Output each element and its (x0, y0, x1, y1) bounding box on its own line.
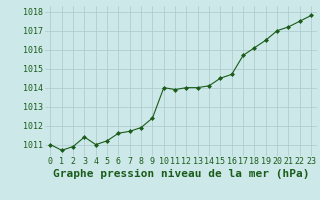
X-axis label: Graphe pression niveau de la mer (hPa): Graphe pression niveau de la mer (hPa) (52, 169, 309, 179)
